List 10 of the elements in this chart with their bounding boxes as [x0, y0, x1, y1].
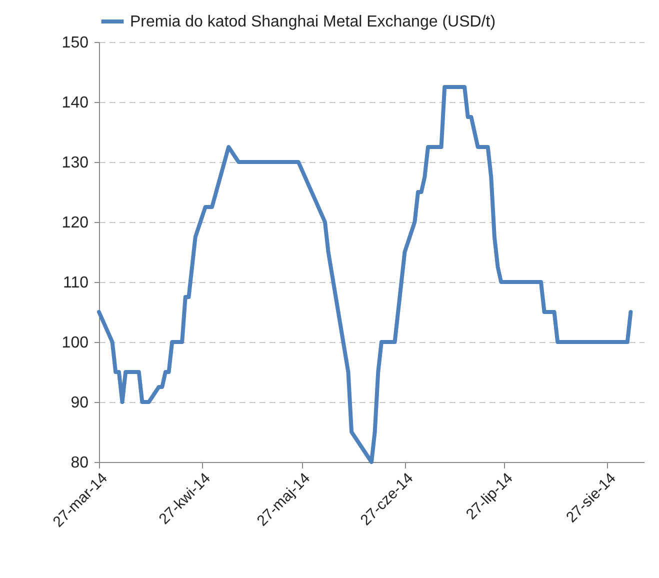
y-tick-label: 150: [62, 34, 89, 52]
line-series: [97, 85, 633, 464]
y-tick-label: 110: [62, 274, 89, 292]
y-tick-label: 90: [70, 394, 89, 412]
y-tick-label: 140: [62, 94, 89, 112]
y-tick-label: 100: [62, 334, 89, 352]
y-tick-label: 130: [62, 154, 89, 172]
legend-label: Premia do katod Shanghai Metal Exchange (USD/t): [130, 14, 496, 30]
y-tick-label: 120: [62, 214, 89, 232]
y-tick-label: 80: [70, 454, 89, 472]
